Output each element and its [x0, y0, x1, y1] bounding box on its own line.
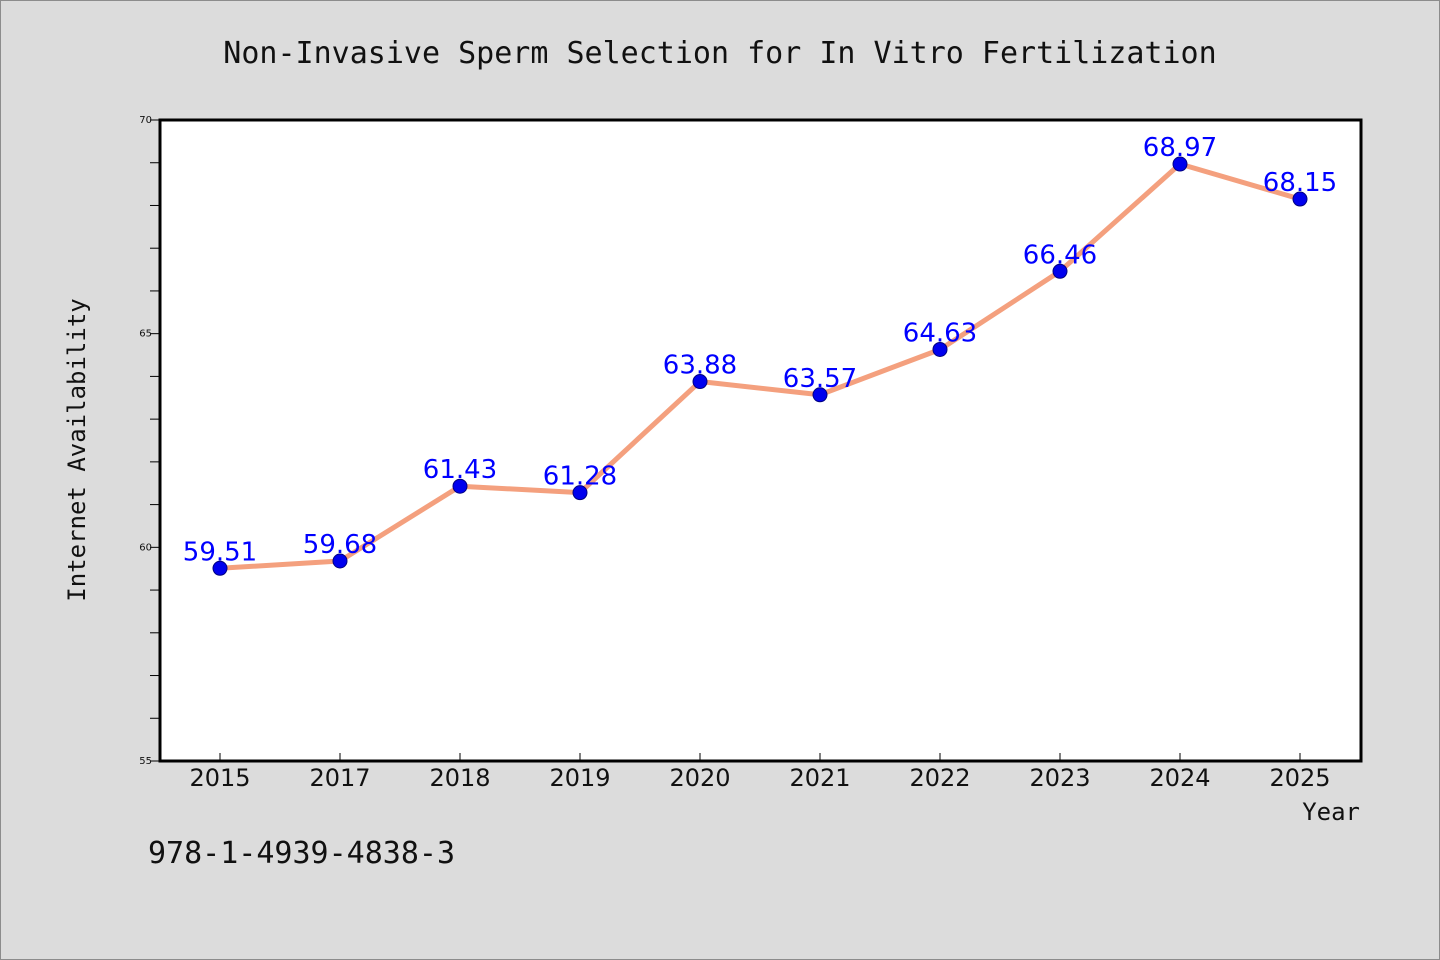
x-axis: 2015 2017 2018 2019 2020 2021 2022 2023 2024 2025 — [189, 753, 1331, 792]
plot-area — [158, 118, 1363, 763]
data-label: 68.97 — [1143, 133, 1217, 163]
y-axis-label: Internet Availability — [63, 298, 91, 601]
data-label: 66.46 — [1023, 240, 1097, 270]
data-label: 68.15 — [1263, 168, 1337, 198]
data-point — [1172, 156, 1188, 172]
data-point — [812, 387, 828, 403]
data-point — [1052, 263, 1068, 279]
chart-title: Non-Invasive Sperm Selection for In Vitr… — [223, 36, 1216, 71]
x-tick-label: 2023 — [1029, 764, 1090, 792]
data-label: 64.63 — [903, 318, 977, 348]
data-label: 61.43 — [423, 455, 497, 485]
series-layer — [212, 156, 1308, 576]
data-labels: 59.51 59.68 61.43 61.28 63.88 63.57 64.63 66.46… — [183, 133, 1337, 567]
x-tick-label: 2022 — [909, 764, 970, 792]
y-tick-label: 65 — [139, 329, 152, 340]
data-point — [332, 553, 348, 569]
data-label: 59.51 — [183, 537, 257, 567]
y-tick-label: 70 — [139, 115, 152, 126]
data-label: 59.68 — [303, 530, 377, 560]
x-axis-label: Year — [1302, 798, 1360, 826]
x-tick-label: 2020 — [669, 764, 730, 792]
data-label: 63.57 — [783, 364, 857, 394]
x-tick-label: 2019 — [549, 764, 610, 792]
series-line — [219, 161, 1301, 571]
data-point — [692, 374, 708, 390]
x-tick-label: 2021 — [789, 764, 850, 792]
data-point — [572, 485, 588, 501]
data-point — [452, 478, 468, 494]
y-axis: 55 60 65 70 — [139, 115, 160, 767]
isbn-footnote: 978-1-4939-4838-3 — [148, 836, 455, 871]
x-tick-label: 2017 — [309, 764, 370, 792]
x-tick-label: 2024 — [1149, 764, 1210, 792]
data-label: 63.88 — [663, 351, 737, 381]
data-point — [932, 341, 948, 357]
y-tick-label: 60 — [139, 542, 152, 553]
y-tick-label: 55 — [139, 756, 152, 767]
x-tick-label: 2025 — [1269, 764, 1330, 792]
data-label: 61.28 — [543, 462, 617, 492]
data-point — [1292, 191, 1308, 207]
x-tick-label: 2015 — [189, 764, 250, 792]
x-tick-label: 2018 — [429, 764, 490, 792]
data-point — [212, 560, 228, 576]
